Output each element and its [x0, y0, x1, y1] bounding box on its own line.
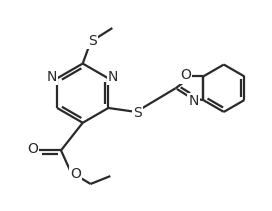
Text: N: N: [47, 70, 57, 84]
Text: O: O: [180, 68, 191, 83]
Text: S: S: [134, 106, 142, 120]
Text: N: N: [108, 70, 119, 84]
Text: S: S: [88, 34, 97, 48]
Text: O: O: [27, 142, 38, 156]
Text: O: O: [70, 167, 81, 181]
Text: N: N: [188, 94, 199, 108]
